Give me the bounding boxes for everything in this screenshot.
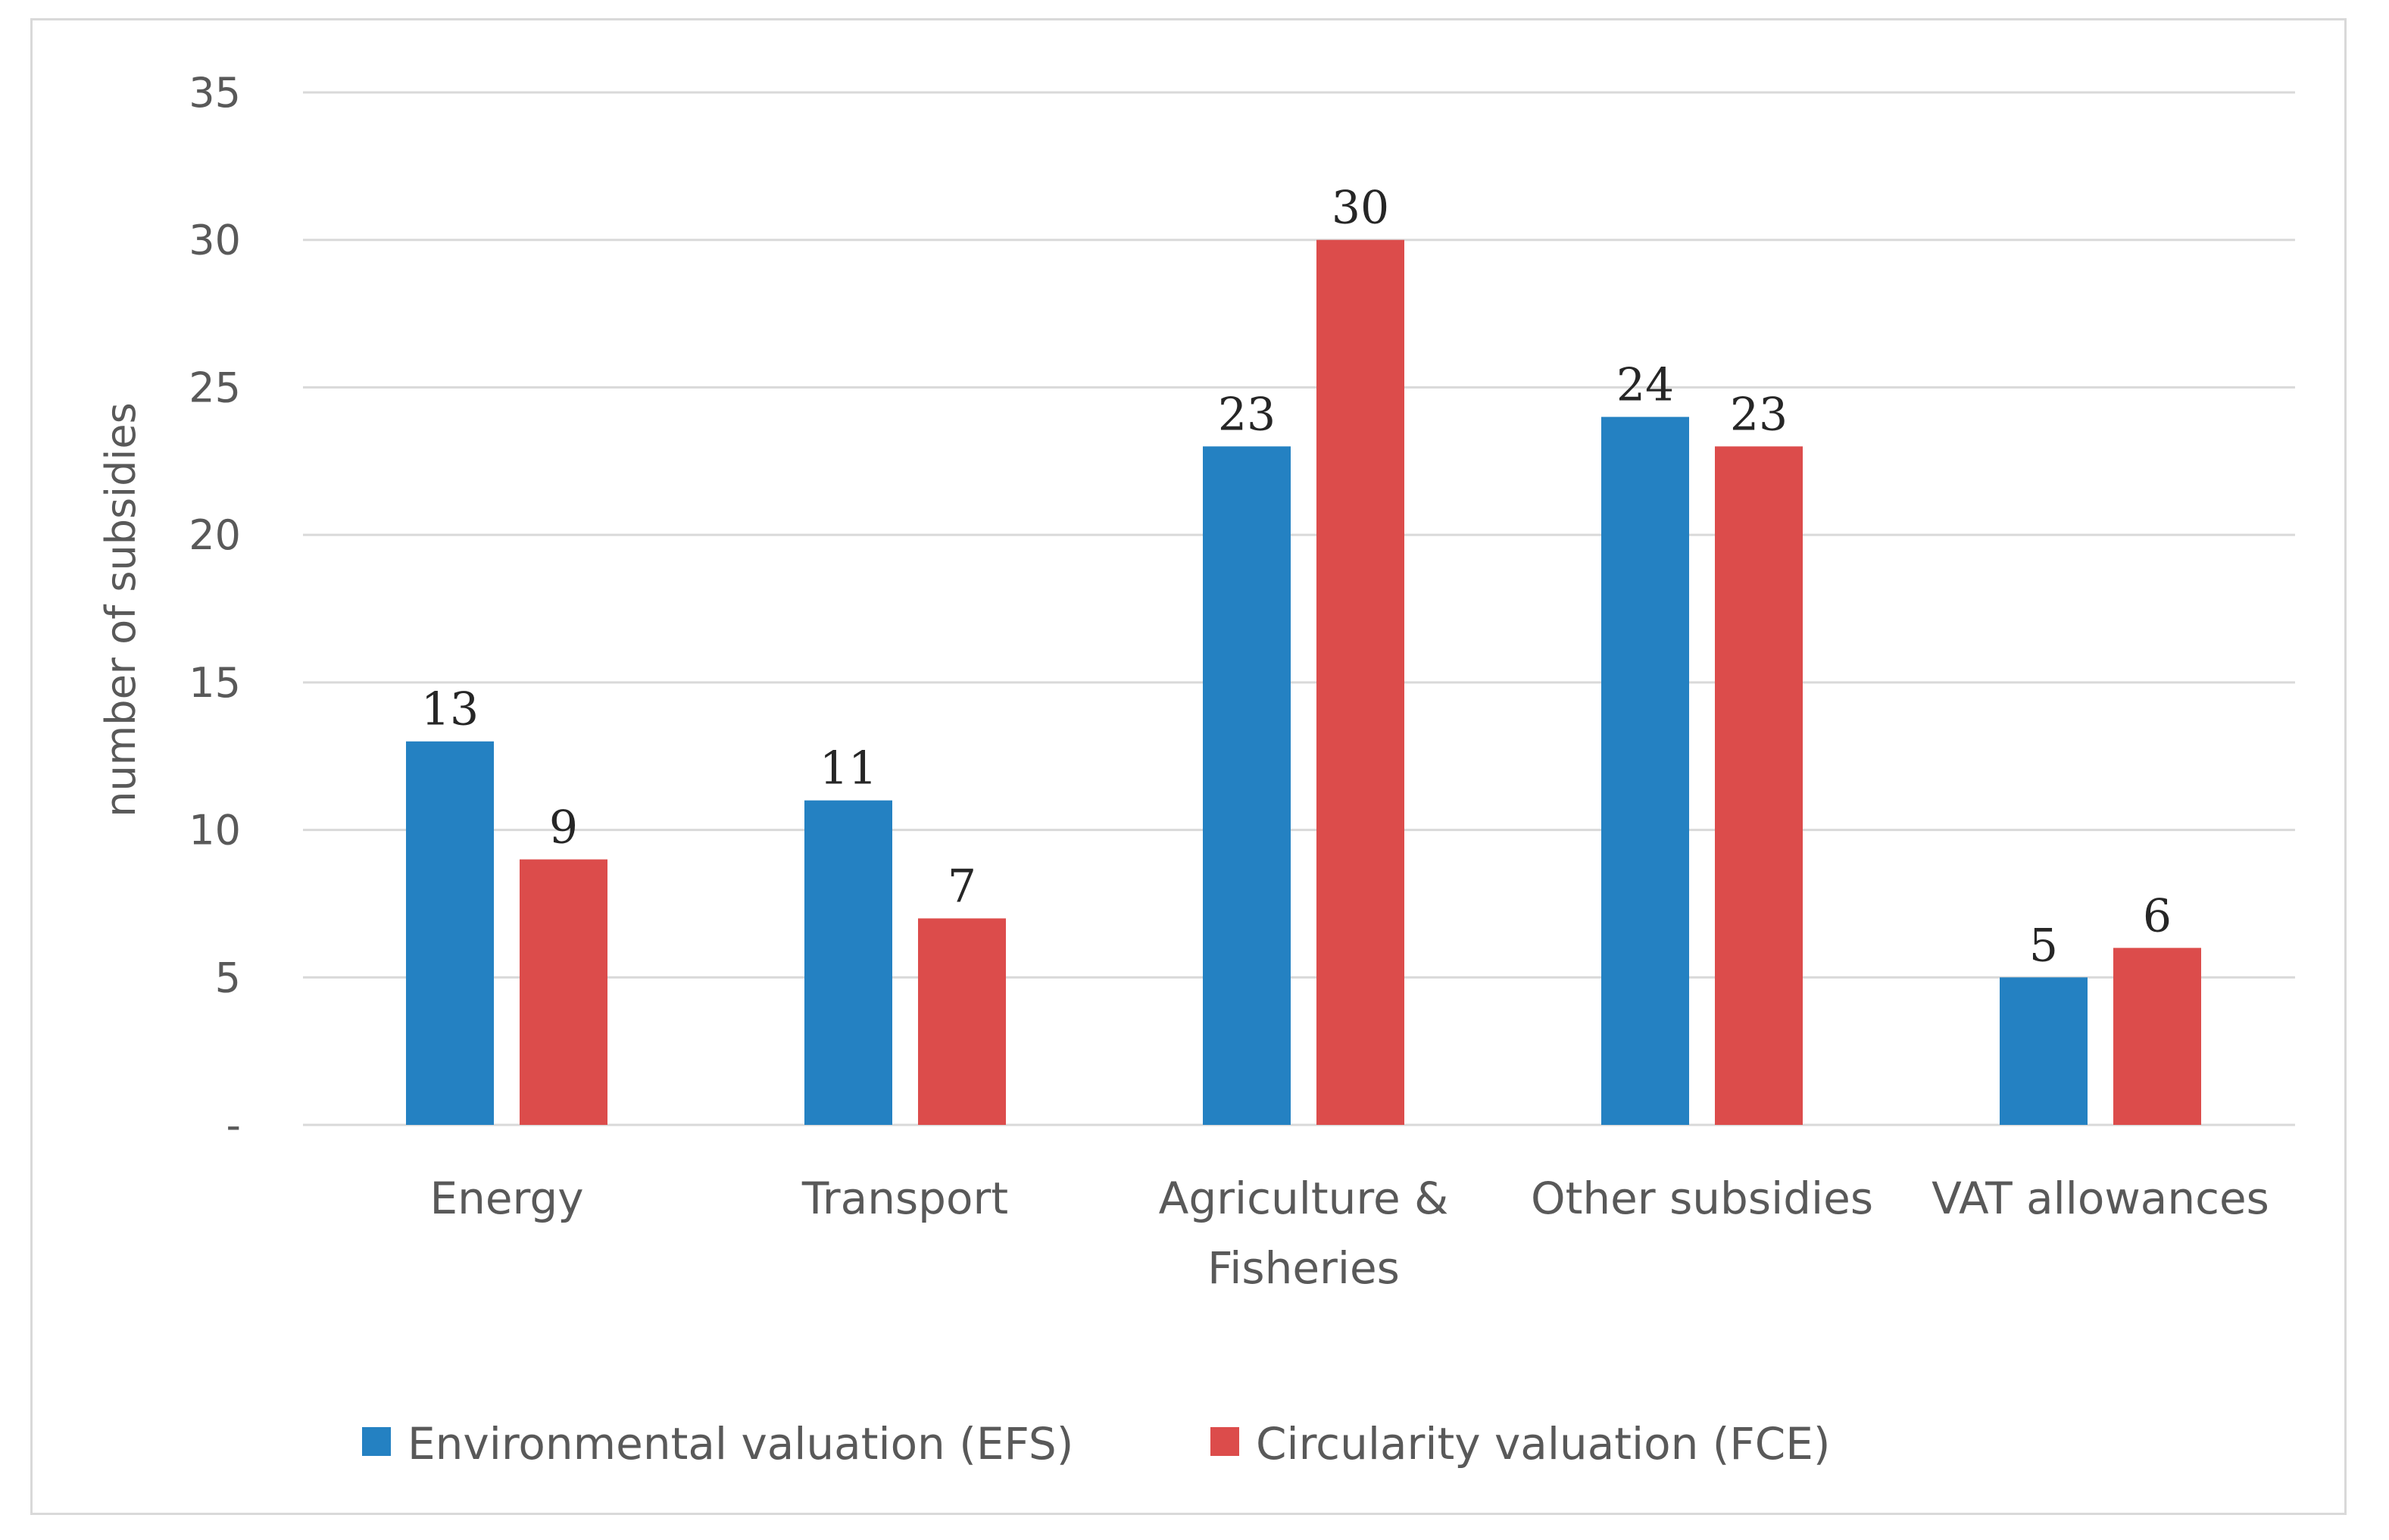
category-label: Fisheries	[1207, 1242, 1400, 1294]
category-label: Agriculture &	[1159, 1173, 1449, 1224]
bar	[1601, 417, 1689, 1125]
bar	[1715, 446, 1803, 1125]
y-tick-label: 20	[189, 511, 241, 559]
bars	[406, 239, 2201, 1125]
y-tick-label: 30	[189, 217, 241, 264]
legend-swatch	[1210, 1427, 1239, 1456]
y-axis-title: number of subsidies	[97, 402, 145, 817]
bar	[1316, 239, 1404, 1125]
data-label: 23	[1218, 388, 1276, 441]
data-label: 23	[1730, 388, 1788, 441]
y-axis-ticks: - 5 10 15 20 25 30 35	[189, 69, 241, 1149]
x-axis-categories: Energy Transport Agriculture & Fisheries Oth…	[429, 1173, 2269, 1294]
bar	[1203, 446, 1291, 1125]
bar	[406, 741, 494, 1125]
bar	[520, 859, 607, 1125]
legend: Environmental valuation (EFS) Circularity…	[362, 1418, 1831, 1470]
data-label: 6	[2143, 889, 2172, 942]
bar	[804, 800, 892, 1125]
data-labels: 13 9 11 7 23 30 24 23 5 6	[421, 182, 2172, 973]
legend-label: Environmental valuation (EFS)	[408, 1418, 1073, 1470]
legend-swatch	[362, 1427, 391, 1456]
legend-label: Circularity valuation (FCE)	[1256, 1418, 1831, 1470]
chart-frame	[30, 18, 2347, 1515]
data-label: 11	[820, 742, 877, 795]
data-label: 24	[1616, 358, 1674, 411]
data-label: 13	[421, 683, 479, 736]
y-tick-label: 10	[189, 807, 241, 854]
category-label: VAT allowances	[1931, 1173, 2269, 1224]
y-tick-label: 35	[189, 69, 241, 117]
data-label: 9	[549, 801, 578, 854]
y-tick-label: 25	[189, 364, 241, 411]
category-label: Energy	[429, 1173, 583, 1224]
data-label: 7	[948, 860, 976, 913]
data-label: 30	[1332, 182, 1389, 235]
category-label: Other subsidies	[1531, 1173, 1873, 1224]
y-tick-label: -	[226, 1101, 242, 1149]
bar	[2000, 977, 2088, 1125]
data-label: 5	[2029, 919, 2058, 972]
bar	[2113, 948, 2201, 1125]
bar	[918, 918, 1006, 1125]
gridlines	[303, 91, 2295, 1126]
y-tick-label: 15	[189, 659, 241, 707]
category-label: Transport	[801, 1173, 1008, 1224]
y-tick-label: 5	[215, 954, 241, 1001]
